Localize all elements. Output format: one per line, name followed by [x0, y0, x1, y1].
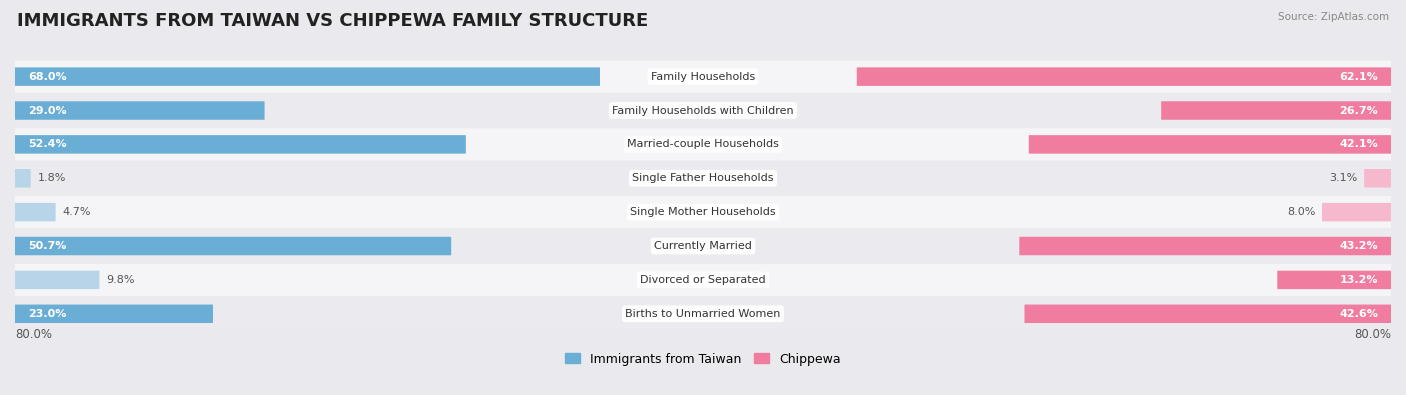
- Text: Divorced or Separated: Divorced or Separated: [640, 275, 766, 285]
- Text: 9.8%: 9.8%: [107, 275, 135, 285]
- FancyBboxPatch shape: [1029, 135, 1391, 154]
- FancyBboxPatch shape: [15, 128, 1391, 160]
- FancyBboxPatch shape: [1025, 305, 1391, 323]
- Text: 8.0%: 8.0%: [1286, 207, 1316, 217]
- FancyBboxPatch shape: [15, 196, 1391, 228]
- FancyBboxPatch shape: [15, 94, 1391, 127]
- FancyBboxPatch shape: [15, 271, 100, 289]
- Text: 52.4%: 52.4%: [28, 139, 66, 149]
- Text: Births to Unmarried Women: Births to Unmarried Women: [626, 309, 780, 319]
- FancyBboxPatch shape: [15, 297, 1391, 330]
- Text: Currently Married: Currently Married: [654, 241, 752, 251]
- Text: 3.1%: 3.1%: [1329, 173, 1357, 183]
- FancyBboxPatch shape: [15, 264, 1391, 296]
- FancyBboxPatch shape: [15, 203, 56, 221]
- Text: 1.8%: 1.8%: [38, 173, 66, 183]
- Text: Married-couple Households: Married-couple Households: [627, 139, 779, 149]
- FancyBboxPatch shape: [1019, 237, 1391, 255]
- Text: Source: ZipAtlas.com: Source: ZipAtlas.com: [1278, 12, 1389, 22]
- Text: 23.0%: 23.0%: [28, 309, 66, 319]
- Text: Family Households: Family Households: [651, 71, 755, 82]
- Text: 50.7%: 50.7%: [28, 241, 66, 251]
- FancyBboxPatch shape: [15, 68, 600, 86]
- FancyBboxPatch shape: [15, 135, 465, 154]
- Text: 29.0%: 29.0%: [28, 105, 66, 115]
- FancyBboxPatch shape: [15, 305, 212, 323]
- FancyBboxPatch shape: [15, 237, 451, 255]
- Text: 13.2%: 13.2%: [1340, 275, 1378, 285]
- Text: 4.7%: 4.7%: [62, 207, 91, 217]
- FancyBboxPatch shape: [1322, 203, 1391, 221]
- FancyBboxPatch shape: [15, 169, 31, 188]
- Text: 42.6%: 42.6%: [1340, 309, 1378, 319]
- Text: Family Households with Children: Family Households with Children: [612, 105, 794, 115]
- Text: 62.1%: 62.1%: [1340, 71, 1378, 82]
- Text: 68.0%: 68.0%: [28, 71, 66, 82]
- Text: 26.7%: 26.7%: [1340, 105, 1378, 115]
- FancyBboxPatch shape: [15, 101, 264, 120]
- Text: Single Mother Households: Single Mother Households: [630, 207, 776, 217]
- Legend: Immigrants from Taiwan, Chippewa: Immigrants from Taiwan, Chippewa: [560, 348, 846, 371]
- FancyBboxPatch shape: [15, 60, 1391, 93]
- FancyBboxPatch shape: [1277, 271, 1391, 289]
- Text: 42.1%: 42.1%: [1340, 139, 1378, 149]
- Text: 43.2%: 43.2%: [1340, 241, 1378, 251]
- FancyBboxPatch shape: [856, 68, 1391, 86]
- Text: 80.0%: 80.0%: [15, 329, 52, 341]
- FancyBboxPatch shape: [15, 162, 1391, 194]
- Text: Single Father Households: Single Father Households: [633, 173, 773, 183]
- FancyBboxPatch shape: [1364, 169, 1391, 188]
- Text: 80.0%: 80.0%: [1354, 329, 1391, 341]
- Text: IMMIGRANTS FROM TAIWAN VS CHIPPEWA FAMILY STRUCTURE: IMMIGRANTS FROM TAIWAN VS CHIPPEWA FAMIL…: [17, 12, 648, 30]
- FancyBboxPatch shape: [1161, 101, 1391, 120]
- FancyBboxPatch shape: [15, 230, 1391, 262]
